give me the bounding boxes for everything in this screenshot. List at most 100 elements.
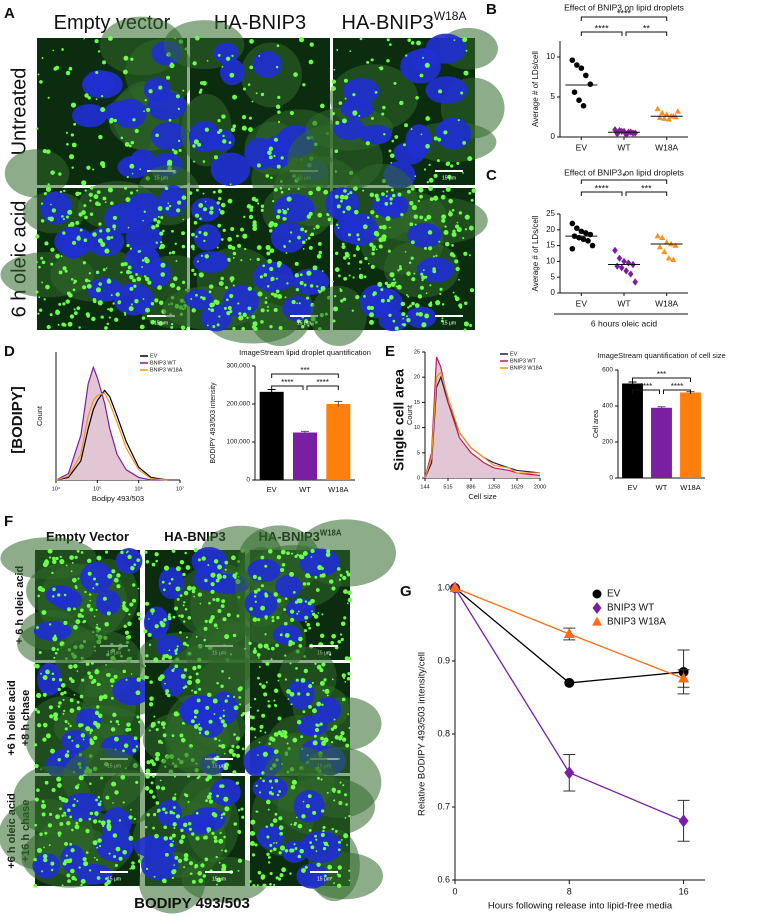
lipid-droplet [105,795,110,800]
lipid-droplet [179,733,184,738]
lipid-droplet [403,143,406,147]
lipid-droplet [265,825,269,828]
lipid-droplet [183,590,189,596]
lipid-droplet [144,550,148,554]
lipid-droplet [154,624,159,629]
lipid-droplet [451,232,457,238]
nucleus [360,284,393,319]
lipid-droplet [113,736,119,742]
lipid-droplet [369,192,375,198]
lipid-droplet [295,666,298,670]
lipid-droplet [276,44,280,48]
lipid-droplet [411,204,417,211]
lipid-droplet [384,281,389,286]
lipid-droplet [471,188,477,193]
lipid-droplet [266,251,271,256]
lipid-droplet [392,193,396,198]
lipid-droplet [333,799,336,802]
lipid-droplet [195,213,200,218]
lipid-droplet [92,232,97,237]
lipid-droplet [78,817,83,822]
x-tick-label: 1258 [488,484,500,490]
lipid-droplet [426,214,432,220]
lipid-droplet [278,825,284,831]
lipid-droplet [66,750,70,753]
lipid-droplet [105,664,107,666]
lipid-droplet [67,209,73,215]
data-point [659,109,666,116]
lipid-droplet [67,735,71,739]
lipid-droplet [145,768,151,774]
lipid-droplet [249,215,253,219]
lipid-droplet [102,694,108,700]
lipid-droplet [41,610,47,615]
x-tick-label: 144 [420,484,429,490]
lipid-droplet [160,272,166,277]
lipid-droplet [218,281,224,286]
lipid-droplet [250,205,254,210]
lipid-droplet [463,321,468,326]
lipid-droplet [180,673,186,679]
lipid-droplet [247,306,252,311]
figure-caption: BODIPY 493/503 [134,895,250,912]
lipid-droplet [269,849,273,853]
y-tick-label: 0 [551,132,556,141]
lipid-droplet [86,165,91,170]
significance-label: * [622,171,626,181]
lipid-droplet [104,882,109,887]
lipid-droplet [122,601,126,605]
lipid-droplet [175,260,178,262]
nucleus [157,799,183,827]
lipid-droplet [304,865,308,869]
lipid-droplet [43,192,47,196]
nucleus [325,187,359,221]
lipid-droplet [46,324,51,330]
nucleus [150,122,187,151]
lipid-droplet [34,743,38,747]
lipid-droplet [277,209,282,214]
nucleus [275,574,302,599]
lipid-droplet [329,653,332,656]
lipid-droplet [61,884,64,887]
lipid-droplet [74,555,78,560]
lipid-droplet [142,219,144,222]
lipid-droplet [308,626,312,630]
lipid-droplet [304,600,308,603]
lipid-droplet [240,259,243,262]
nucleus [159,184,186,217]
legend-label: EV [510,351,518,357]
lipid-droplet [254,600,257,603]
lipid-droplet [100,776,104,780]
lipid-droplet [197,871,203,876]
nucleus [87,277,123,302]
lipid-droplet [213,839,218,844]
lipid-droplet [268,155,273,160]
nucleus [84,70,115,97]
lipid-droplet [296,719,302,725]
lipid-droplet [73,311,78,316]
lipid-droplet [160,216,164,220]
lipid-droplet [321,270,324,272]
lipid-droplet [464,214,470,220]
lipid-droplet [88,279,91,283]
lipid-droplet [310,845,315,850]
lipid-droplet [46,149,51,154]
lipid-droplet [75,821,79,825]
data-point [665,116,672,122]
lipid-droplet [305,238,308,241]
lipid-droplet [191,586,196,591]
lipid-droplet [92,678,97,684]
lipid-droplet [96,858,99,861]
lipid-droplet [88,817,92,821]
lipid-droplet [343,677,345,680]
lipid-droplet [81,180,87,186]
lipid-droplet [82,857,87,862]
lipid-droplet [138,617,142,621]
lipid-droplet [414,175,417,178]
lipid-droplet [92,840,98,846]
lipid-droplet [185,794,189,798]
lipid-droplet [94,710,100,716]
lipid-droplet [232,752,237,757]
lipid-droplet [347,262,351,265]
lipid-droplet [129,247,133,250]
